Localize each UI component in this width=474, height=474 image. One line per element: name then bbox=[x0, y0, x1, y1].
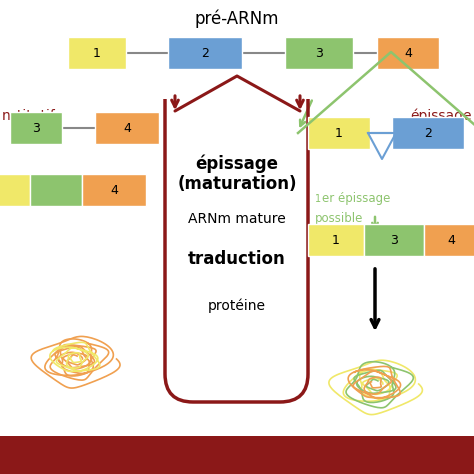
FancyBboxPatch shape bbox=[364, 224, 424, 256]
FancyBboxPatch shape bbox=[95, 112, 159, 144]
Text: nstitutif: nstitutif bbox=[2, 109, 56, 123]
Text: épissage: épissage bbox=[195, 155, 279, 173]
Text: 1: 1 bbox=[332, 234, 340, 246]
Text: 4: 4 bbox=[404, 46, 412, 60]
Text: er épissage: er épissage bbox=[322, 192, 391, 205]
Text: 2: 2 bbox=[424, 127, 432, 139]
Text: pré-ARNm: pré-ARNm bbox=[195, 10, 279, 28]
FancyBboxPatch shape bbox=[0, 436, 474, 474]
Text: 3: 3 bbox=[32, 121, 40, 135]
Text: 2: 2 bbox=[201, 46, 209, 60]
FancyBboxPatch shape bbox=[424, 224, 474, 256]
FancyBboxPatch shape bbox=[308, 224, 364, 256]
Text: 3: 3 bbox=[315, 46, 323, 60]
Text: 4: 4 bbox=[447, 234, 456, 246]
Text: 1: 1 bbox=[335, 127, 343, 139]
Text: (maturation): (maturation) bbox=[177, 175, 297, 193]
FancyBboxPatch shape bbox=[82, 174, 146, 206]
Text: 1: 1 bbox=[93, 46, 101, 60]
FancyBboxPatch shape bbox=[377, 37, 439, 69]
Text: épissage: épissage bbox=[410, 109, 472, 123]
FancyBboxPatch shape bbox=[168, 37, 242, 69]
Text: traduction: traduction bbox=[188, 250, 286, 268]
FancyBboxPatch shape bbox=[0, 174, 30, 206]
Text: protéine: protéine bbox=[208, 299, 266, 313]
Text: 4: 4 bbox=[110, 183, 118, 197]
Text: ARNm mature: ARNm mature bbox=[188, 212, 286, 226]
FancyBboxPatch shape bbox=[10, 112, 62, 144]
FancyBboxPatch shape bbox=[285, 37, 353, 69]
FancyBboxPatch shape bbox=[308, 117, 370, 149]
Text: 1: 1 bbox=[315, 194, 321, 204]
Text: possible: possible bbox=[315, 212, 364, 225]
FancyBboxPatch shape bbox=[68, 37, 126, 69]
Text: 4: 4 bbox=[123, 121, 131, 135]
Text: 3: 3 bbox=[390, 234, 398, 246]
FancyBboxPatch shape bbox=[392, 117, 464, 149]
FancyBboxPatch shape bbox=[30, 174, 82, 206]
